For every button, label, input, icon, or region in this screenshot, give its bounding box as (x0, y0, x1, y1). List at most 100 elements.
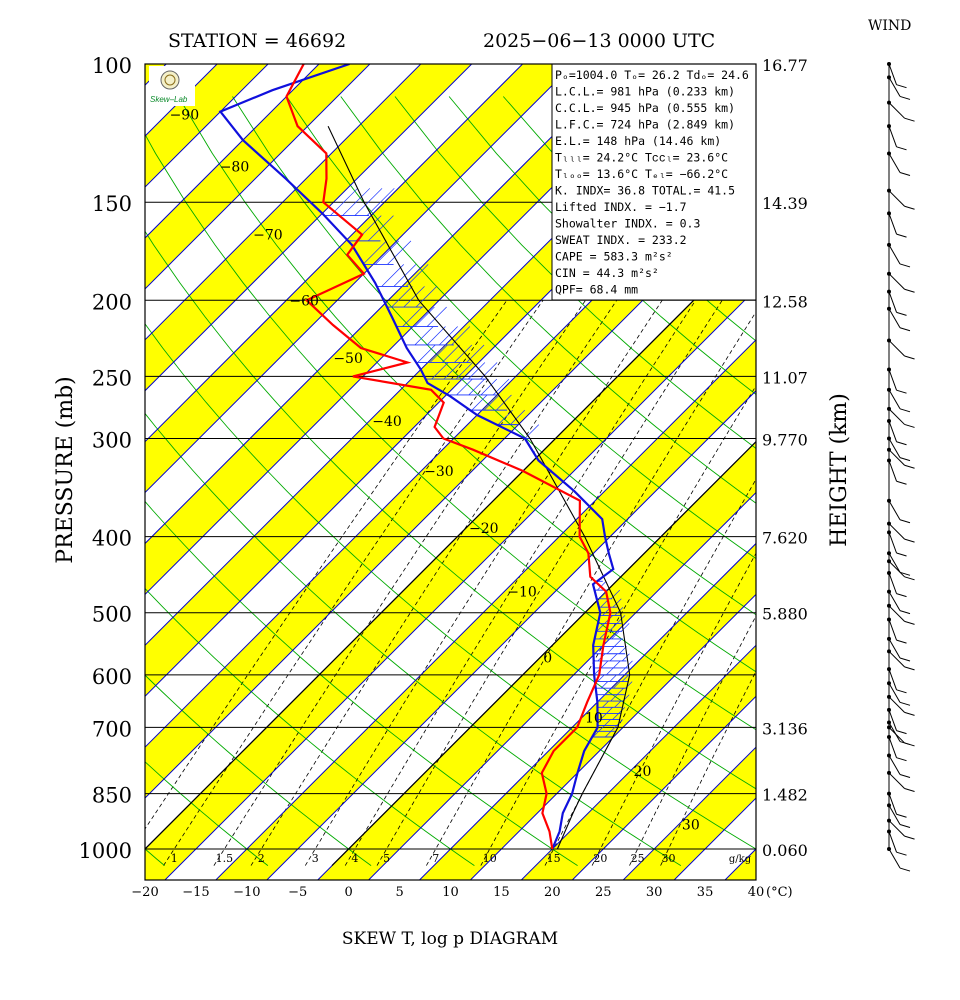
wind-barb-feather (899, 571, 911, 576)
cape-hatch-tick (625, 660, 633, 669)
cape-hatch-tick (614, 606, 624, 616)
cape-hatch-tick (610, 589, 620, 600)
cape-hatch-tick (510, 409, 526, 425)
cape-hatch-tick (600, 681, 608, 689)
cape-hatch-tick (468, 362, 486, 380)
pressure-tick-label: 400 (92, 527, 132, 551)
cape-hatch-tick (597, 674, 605, 682)
wind-barb-feather (899, 701, 911, 706)
wind-barb-feather (904, 742, 915, 747)
pressure-tick-label: 500 (92, 603, 132, 627)
wind-barb-shaft (888, 793, 897, 815)
wind-barb-feather (899, 172, 911, 176)
cape-hatch-tick (606, 667, 614, 676)
cape-hatch-tick (429, 344, 448, 363)
isotherm-label: 0 (543, 650, 552, 666)
parcel-line (327, 125, 631, 850)
wind-barb-feather (899, 867, 911, 872)
cape-hatch-tick (594, 646, 603, 655)
wind-barb-shaft (888, 340, 905, 357)
isotherm-line (145, 64, 269, 188)
wind-barb-shaft (888, 523, 905, 540)
wind-barb-feather (904, 423, 915, 428)
cape-hatch-tick (456, 378, 473, 396)
wind-barb-shaft (888, 460, 897, 482)
mixing-ratio-label: 25 (631, 852, 645, 865)
isotherm-label: −20 (469, 521, 499, 537)
wind-barb-feather (899, 263, 911, 268)
cape-hatch-tick (614, 700, 622, 708)
wind-barb-shaft (888, 532, 897, 554)
dewpoint-line (218, 64, 615, 850)
wind-barb-shaft (888, 831, 897, 853)
wind-barb-shaft (888, 190, 905, 207)
pressure-tick-label: 850 (92, 784, 132, 808)
temperature-tick-label: 20 (544, 885, 561, 900)
y-axis-label-right: HEIGHT (km) (827, 393, 852, 547)
cape-hatch-tick (616, 615, 626, 624)
wind-barb-shaft (888, 650, 905, 668)
wind-barb-shaft (888, 153, 901, 173)
index-po: Pₒ=1004.0 Tₒ= 26.2 Tdₒ= 24.6 (555, 68, 749, 82)
cape-hatch-tick (438, 326, 458, 346)
isotherm-label: −90 (170, 108, 200, 124)
logo-seal (160, 70, 180, 90)
dry-adiabat-line (145, 587, 475, 866)
wind-barb-shaft (888, 591, 901, 611)
wind-barb-feather (896, 146, 907, 151)
temperature-tick-label: 35 (697, 885, 714, 900)
isotherm-label: 10 (585, 711, 603, 727)
mixing-ratio-line (544, 478, 756, 866)
cape-hatch-tick (606, 646, 615, 655)
cape-hatch-tick (604, 719, 611, 726)
reference-diagonal (331, 440, 756, 867)
wind-barb-shaft (888, 213, 897, 235)
isotherm-line (164, 288, 756, 880)
index-cape: CAPE = 583.3 m²s² (555, 250, 673, 264)
pressure-tick-label: 700 (92, 717, 132, 741)
wind-barb-shaft (888, 244, 901, 265)
wind-barb-shaft (888, 668, 897, 690)
height-tick-label: 11.07 (762, 368, 808, 387)
wind-barb-shaft (888, 605, 905, 622)
cape-hatch-tick (598, 725, 605, 732)
cape-hatch-tick (610, 694, 618, 702)
x-axis-unit: (°C) (766, 885, 793, 900)
wind-barb-feather (896, 552, 907, 557)
wind-barb-shaft (888, 420, 897, 442)
index-lcl: L.C.L.= 981 hPa (0.233 km) (555, 85, 735, 99)
temperature-tick-label: 15 (493, 885, 510, 900)
cape-hatch-tick (362, 240, 387, 265)
cape-hatch-tick (614, 638, 623, 647)
cape-hatch-tick (455, 362, 473, 380)
diagram-title: SKEW T, log p DIAGRAM (342, 929, 558, 949)
mixing-ratio-line (629, 615, 756, 866)
mixing-ratio-line (480, 385, 756, 866)
mixing-ratio-line (660, 670, 756, 866)
height-tick-label: 16.77 (762, 56, 808, 75)
isotherm-label: −50 (333, 351, 363, 367)
isotherm-line (145, 64, 524, 443)
isotherm-line (145, 64, 422, 341)
mixing-ratio-label: 1 (171, 852, 178, 865)
temperature-tick-label: 25 (595, 885, 612, 900)
mixing-ratio-line (426, 311, 756, 866)
wind-barb-shaft (888, 722, 901, 742)
cape-hatch-tick (612, 660, 621, 669)
cape-hatch-tick (610, 725, 618, 732)
wind-barb-feather (904, 464, 915, 469)
index-ccl: C.C.L.= 945 hPa (0.555 km) (555, 101, 735, 115)
cape-hatch-tick (354, 188, 383, 216)
dry-adiabat-line (145, 674, 372, 866)
wind-barb-feather (899, 327, 911, 332)
wind-barb-feather (899, 95, 911, 100)
index-tlcl: Tₗₗₗ= 24.2°C Tᴄᴄₗ= 23.6°C (555, 151, 728, 165)
yellow-band (145, 136, 756, 799)
pressure-tick-label: 250 (92, 366, 132, 390)
isotherm-line (145, 64, 473, 392)
isotherm-line (145, 186, 756, 799)
wind-barb-feather (904, 355, 915, 360)
wind-barb-shaft (888, 553, 901, 573)
dry-adiabat-line (177, 96, 756, 673)
pressure-tick-label: 200 (92, 290, 132, 314)
